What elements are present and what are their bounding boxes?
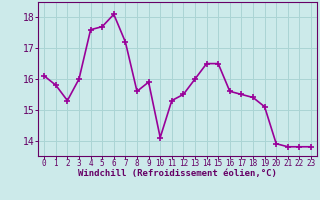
X-axis label: Windchill (Refroidissement éolien,°C): Windchill (Refroidissement éolien,°C) [78, 169, 277, 178]
